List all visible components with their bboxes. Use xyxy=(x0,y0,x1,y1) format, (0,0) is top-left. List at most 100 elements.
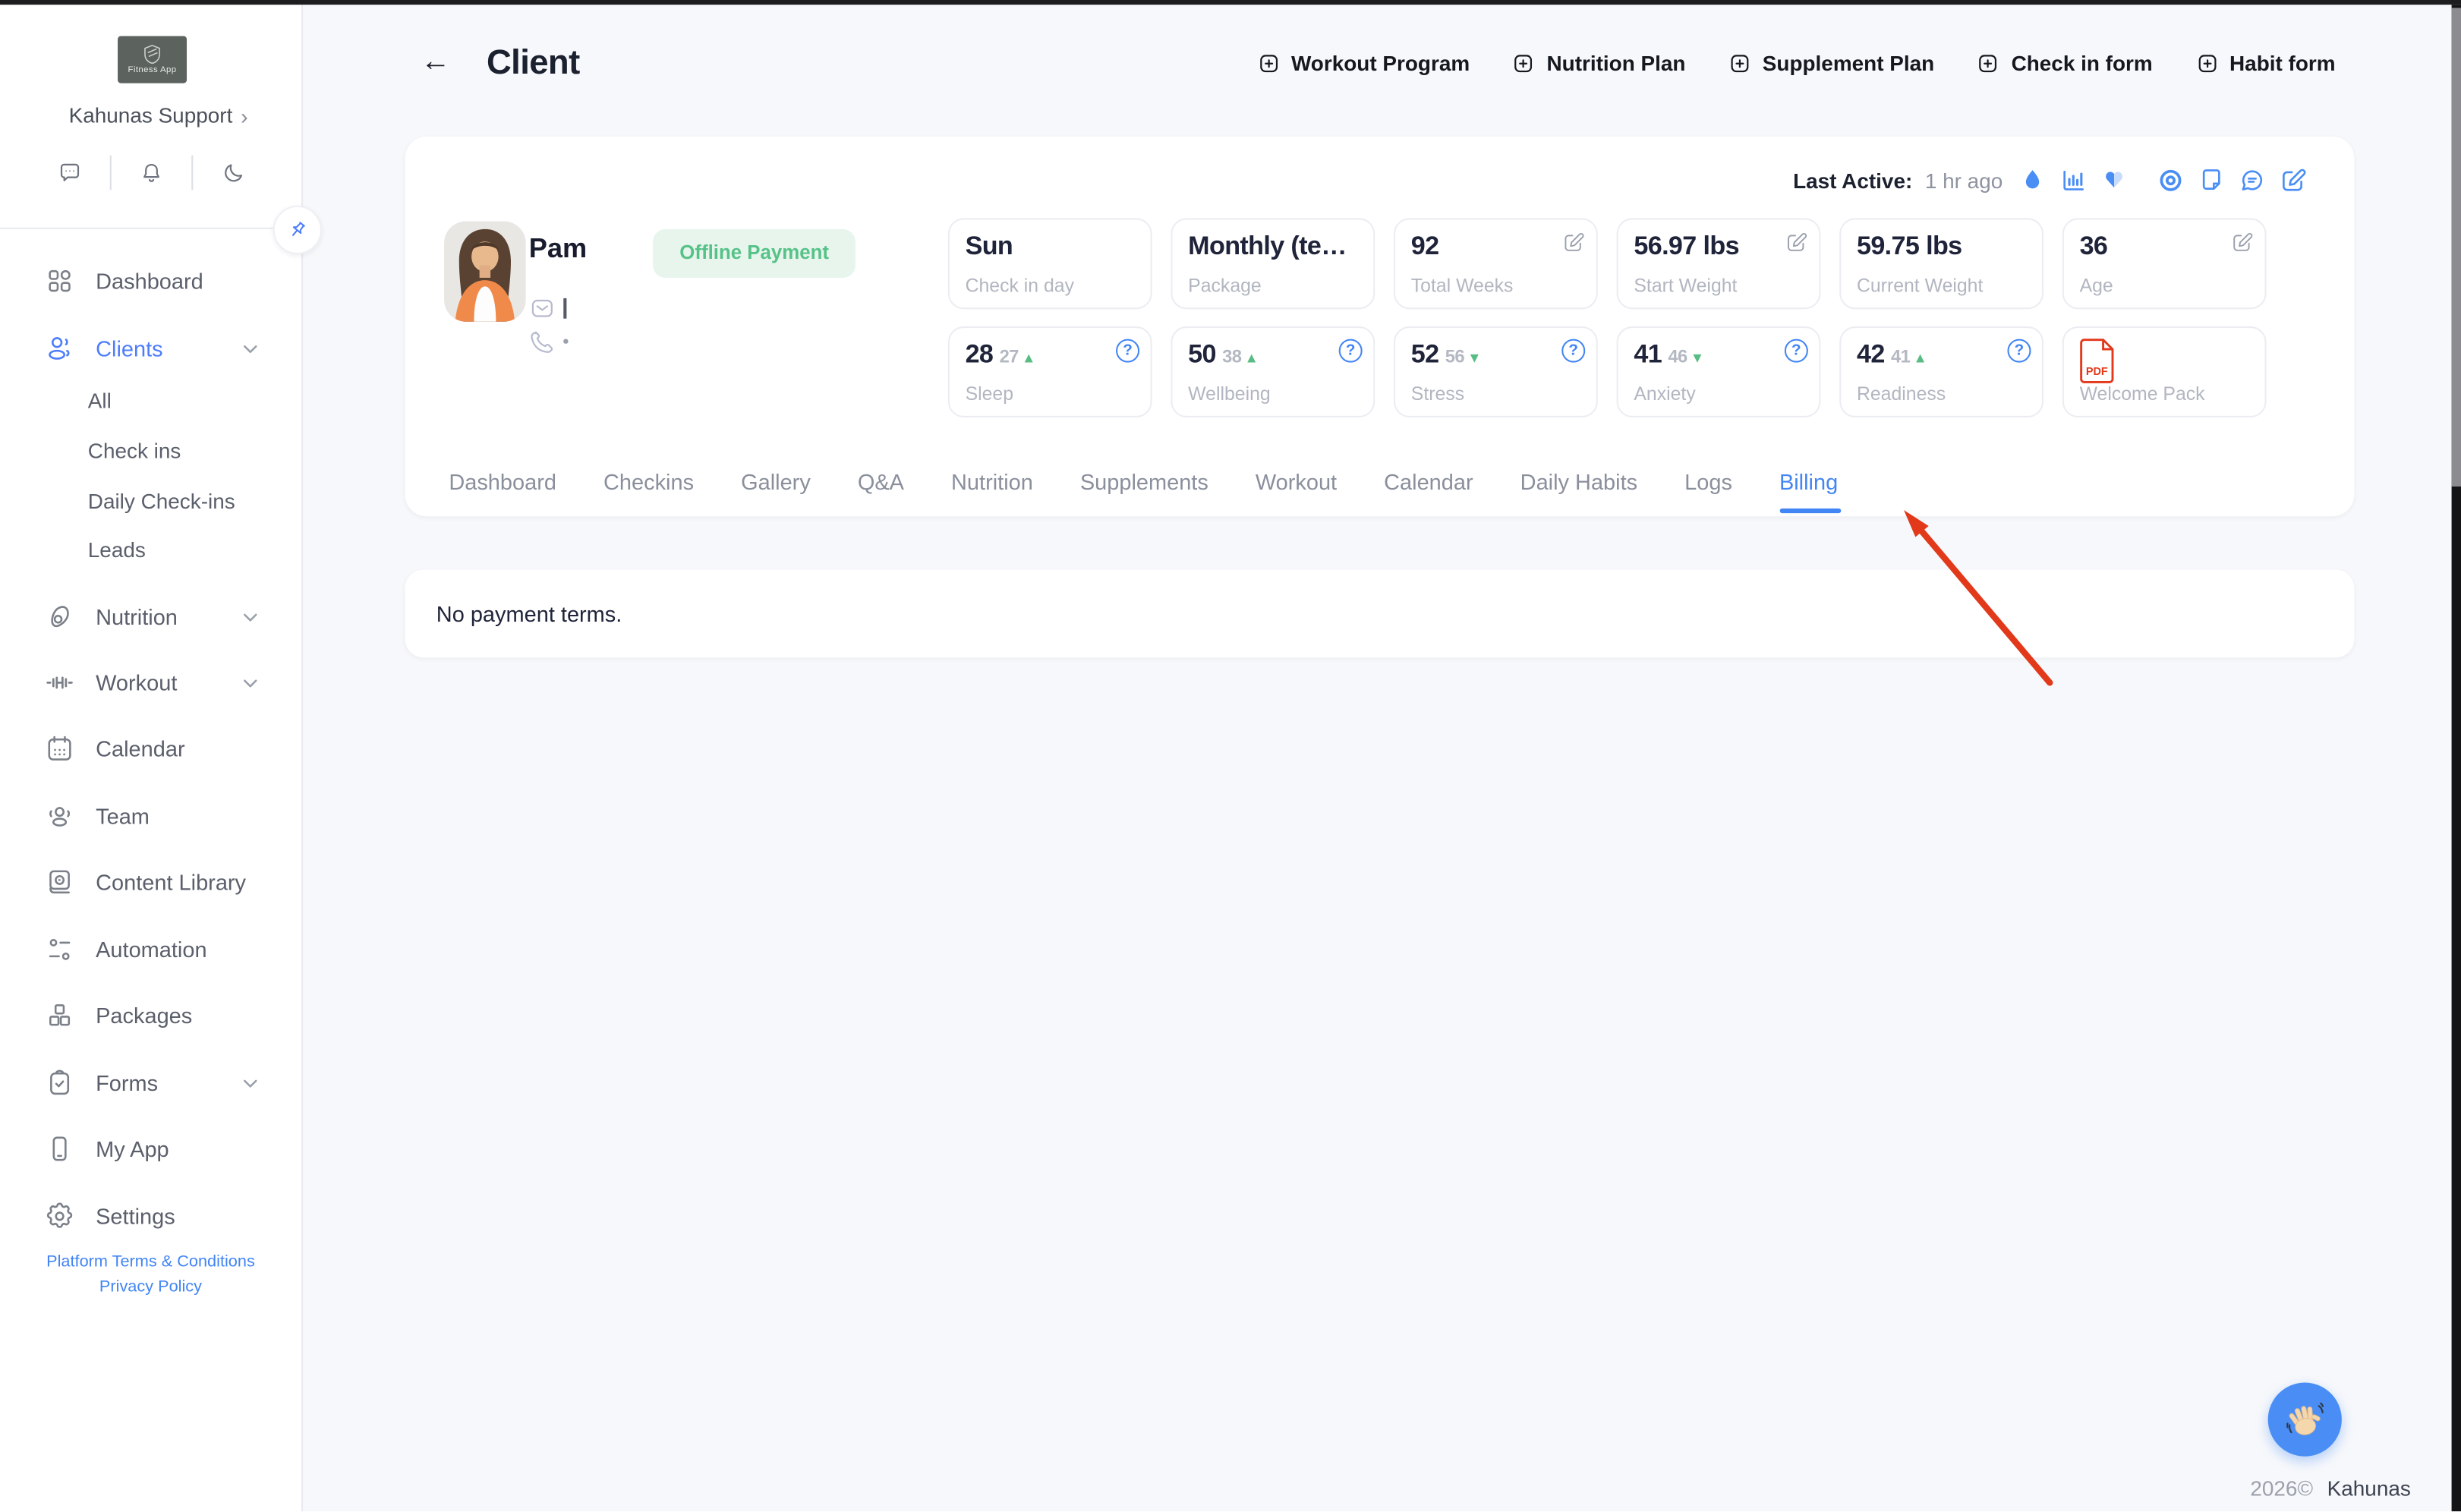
sidebar-item-calendar[interactable]: Calendar xyxy=(44,716,260,782)
sidebar-item-workout[interactable]: Workout xyxy=(44,650,260,716)
account-name: Kahunas Support xyxy=(68,103,233,128)
client-tabs: Dashboard Checkins Gallery Q&A Nutrition… xyxy=(449,463,1842,514)
payment-status-badge: Offline Payment xyxy=(653,228,856,278)
tab-nutrition[interactable]: Nutrition xyxy=(951,469,1033,495)
stat-package: Monthly (te… Package xyxy=(1171,218,1375,310)
check-in-form-button[interactable]: Check in form xyxy=(1977,52,2153,75)
page-title: Client xyxy=(486,42,580,82)
tab-supplements[interactable]: Supplements xyxy=(1079,469,1208,495)
stat-sleep: 28 27 ▲ Sleep ? xyxy=(947,326,1152,417)
tab-daily-habits[interactable]: Daily Habits xyxy=(1520,469,1638,495)
pushpin-icon xyxy=(291,222,305,236)
sidebar-subitem-check-ins[interactable]: Check ins xyxy=(87,439,181,463)
trend-up-icon: ▲ xyxy=(1244,350,1259,366)
stats-row-secondary: 28 27 ▲ Sleep ? 50 38 ▲ Wellbeing ? 52 56 ▼ St… xyxy=(947,326,2267,417)
tab-workout[interactable]: Workout xyxy=(1255,469,1338,495)
billing-empty-card: No payment terms. xyxy=(405,569,2355,658)
automation-icon xyxy=(49,939,71,960)
trend-up-icon: ▲ xyxy=(1021,350,1035,366)
stat-check-in-day: Sun Check in day xyxy=(947,218,1152,310)
sidebar-item-content-library[interactable]: Content Library xyxy=(44,849,260,915)
pdf-file-icon[interactable]: PDF xyxy=(2080,338,2118,392)
tab-dashboard[interactable]: Dashboard xyxy=(449,469,556,495)
stat-stress: 52 56 ▼ Stress ? xyxy=(1394,326,1598,417)
svg-text:PDF: PDF xyxy=(2086,366,2108,378)
sidebar-subitem-daily-check-ins[interactable]: Daily Check-ins xyxy=(87,490,235,514)
account-switcher[interactable]: Kahunas Support › xyxy=(0,103,301,129)
settings-gear-icon xyxy=(46,1202,73,1228)
sidebar-item-packages[interactable]: Packages xyxy=(44,982,260,1048)
phone-icon xyxy=(531,331,553,353)
terms-link[interactable]: Platform Terms & Conditions xyxy=(46,1252,255,1271)
sidebar-item-my-app[interactable]: My App xyxy=(44,1116,260,1182)
tab-logs[interactable]: Logs xyxy=(1684,469,1732,495)
edit-icon[interactable] xyxy=(1561,231,1585,254)
nutrition-plan-button[interactable]: Nutrition Plan xyxy=(1512,52,1685,75)
sidebar-item-forms[interactable]: Forms xyxy=(44,1050,260,1116)
edit-pen-icon[interactable] xyxy=(2279,166,2307,194)
tab-qa[interactable]: Q&A xyxy=(857,469,905,495)
workout-program-button[interactable]: Workout Program xyxy=(1256,52,1470,75)
sidebar-divider xyxy=(0,227,301,229)
back-arrow-icon[interactable]: ← xyxy=(421,45,451,79)
dashboard-grid-icon xyxy=(49,269,71,292)
page-scrollbar[interactable] xyxy=(2451,5,2461,1512)
tab-calendar[interactable]: Calendar xyxy=(1384,469,1473,495)
scrollbar-thumb[interactable] xyxy=(2451,8,2461,487)
note-icon[interactable] xyxy=(2198,166,2226,194)
sidebar-subitem-all[interactable]: All xyxy=(87,389,112,413)
plus-square-icon xyxy=(1259,55,1278,73)
trend-up-icon: ▲ xyxy=(1913,350,1927,366)
dark-mode-moon-icon[interactable] xyxy=(219,159,245,186)
water-droplet-icon[interactable] xyxy=(2018,166,2047,194)
tab-gallery[interactable]: Gallery xyxy=(741,469,811,495)
client-email-row[interactable] xyxy=(529,295,566,322)
sidebar-subitem-leads[interactable]: Leads xyxy=(87,538,146,562)
sidebar-item-label: Clients xyxy=(96,335,163,361)
main-content: ← Client Workout Program Nutrition Plan … xyxy=(301,0,2461,1512)
sidebar-item-clients[interactable]: Clients xyxy=(44,316,260,382)
header-actions: Workout Program Nutrition Plan Supplemen… xyxy=(1256,52,2336,75)
stat-age: 36 Age xyxy=(2062,218,2267,310)
tab-billing[interactable]: Billing xyxy=(1779,463,1842,514)
plus-square-icon xyxy=(1515,55,1533,73)
sidebar-item-settings[interactable]: Settings xyxy=(44,1183,260,1249)
client-phone-row[interactable] xyxy=(529,328,568,354)
pin-sidebar-button[interactable] xyxy=(273,205,322,254)
help-icon[interactable]: ? xyxy=(1561,339,1586,363)
help-icon[interactable]: ? xyxy=(1116,339,1140,363)
chat-message-icon[interactable] xyxy=(2238,166,2266,194)
welcome-pack-card[interactable]: PDF Welcome Pack xyxy=(2062,326,2267,417)
chat-icon[interactable] xyxy=(55,159,82,186)
shield-logo-icon xyxy=(144,44,160,65)
edit-icon[interactable] xyxy=(2230,231,2254,254)
bar-chart-icon[interactable] xyxy=(2059,166,2088,194)
chevron-down-icon xyxy=(240,339,260,359)
sidebar-item-automation[interactable]: Automation xyxy=(44,916,260,982)
sidebar-item-team[interactable]: Team xyxy=(44,783,260,849)
supplement-plan-button[interactable]: Supplement Plan xyxy=(1728,52,1934,75)
stat-start-weight: 56.97 lbs Start Weight xyxy=(1616,218,1821,310)
chevron-right-icon: › xyxy=(241,103,248,129)
edit-icon[interactable] xyxy=(1785,231,1808,254)
privacy-link[interactable]: Privacy Policy xyxy=(99,1277,203,1296)
footer-brand: Kahunas xyxy=(2327,1476,2411,1501)
sidebar-item-nutrition[interactable]: Nutrition xyxy=(44,584,260,650)
tab-checkins[interactable]: Checkins xyxy=(603,469,695,495)
target-icon[interactable] xyxy=(2157,166,2185,194)
help-icon[interactable]: ? xyxy=(1338,339,1363,363)
app-logo: Fitness App xyxy=(118,36,187,83)
bell-icon[interactable] xyxy=(137,159,164,186)
billing-empty-message: No payment terms. xyxy=(436,600,622,626)
support-wave-button[interactable] xyxy=(2267,1382,2342,1457)
sidebar-item-dashboard[interactable]: Dashboard xyxy=(44,248,260,314)
client-name: Pam xyxy=(528,232,588,264)
stats-row-primary: Sun Check in day Monthly (te… Package 92… xyxy=(947,218,2267,310)
heart-icon[interactable] xyxy=(2100,166,2128,194)
habit-form-button[interactable]: Habit form xyxy=(2195,52,2336,75)
help-icon[interactable]: ? xyxy=(2007,339,2031,363)
calendar-icon xyxy=(48,736,71,761)
help-icon[interactable]: ? xyxy=(1784,339,1808,363)
nutrition-avocado-icon xyxy=(51,606,69,628)
